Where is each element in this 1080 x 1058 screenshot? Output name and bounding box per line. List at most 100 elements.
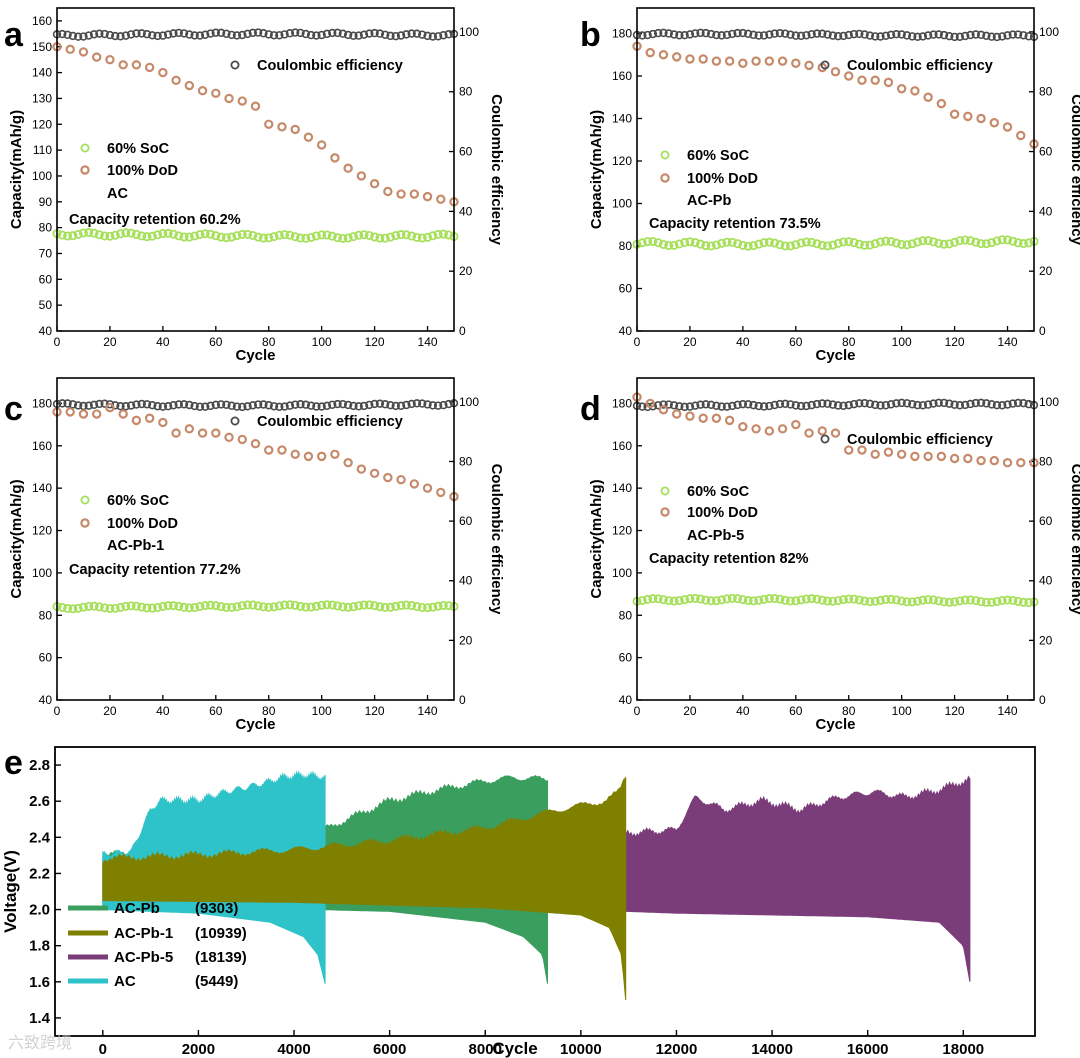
soc-point — [796, 595, 806, 605]
soc-point — [301, 233, 311, 243]
soc-point — [142, 603, 152, 613]
dod-point — [830, 428, 841, 438]
soc-point — [849, 594, 859, 604]
ce-point — [201, 30, 210, 39]
ce-point — [833, 32, 843, 41]
x-tick-label: 100 — [892, 704, 912, 718]
soc-point — [976, 239, 986, 249]
dod-point — [118, 409, 128, 419]
soc-point — [971, 237, 981, 247]
soc-point — [206, 229, 216, 239]
x-tick-label: 120 — [945, 704, 965, 718]
soc-point — [648, 236, 658, 246]
dod-point — [264, 445, 274, 455]
plot-frame — [636, 7, 1035, 332]
soc-point — [375, 602, 385, 612]
panel-label: e — [4, 744, 23, 782]
ce-point — [1008, 30, 1018, 39]
soc-point — [68, 231, 78, 241]
ce-point — [232, 31, 242, 40]
x-tick-label: 20 — [103, 704, 117, 718]
ce-point — [754, 31, 763, 40]
soc-point — [913, 596, 923, 606]
soc-point — [786, 596, 796, 606]
ce-point — [833, 401, 843, 410]
soc-point — [110, 230, 120, 240]
ce-point — [439, 31, 448, 40]
ce-point — [638, 31, 647, 40]
soc-point — [701, 241, 711, 251]
ce-point — [174, 28, 183, 38]
dod-point — [844, 71, 854, 81]
soc-point — [955, 236, 965, 246]
ce-point — [439, 400, 448, 410]
soc-point — [764, 237, 774, 247]
soc-point — [658, 595, 668, 605]
y2-axis-label: Coulombic efficiency — [1068, 464, 1080, 616]
dod-point — [791, 58, 801, 68]
soc-point — [812, 239, 822, 249]
dod-point — [369, 468, 380, 479]
ce-point — [148, 31, 157, 40]
soc-point — [168, 229, 178, 239]
dod-point — [105, 402, 115, 413]
dod-point — [804, 60, 814, 71]
soc-point — [163, 601, 173, 611]
soc-point — [264, 233, 274, 243]
ce-point — [195, 31, 205, 40]
y2-tick-label: 100 — [459, 25, 479, 39]
ce-point — [759, 31, 769, 40]
soc-point — [243, 600, 253, 610]
ce-point — [105, 400, 115, 409]
ce-point — [844, 30, 853, 40]
ce-point — [380, 30, 390, 39]
panel-b: b 0 20 40 60 80 100 120 140 40 60 80 100 120 140 160 180… — [580, 7, 1080, 364]
soc-point — [865, 597, 875, 607]
ce-point — [169, 29, 178, 38]
soc-point — [206, 600, 216, 610]
soc-point — [997, 595, 1007, 605]
soc-point — [648, 594, 658, 604]
soc-point — [412, 602, 422, 612]
ce-point — [444, 30, 453, 39]
y-tick-label: 50 — [39, 298, 53, 312]
ce-point — [712, 401, 721, 410]
y-tick-label: 160 — [32, 439, 52, 453]
soc-point — [701, 595, 711, 605]
ce-point — [211, 28, 221, 37]
soc-point — [301, 602, 311, 612]
dod-point — [250, 438, 261, 449]
dod-point — [685, 411, 695, 421]
y2-tick-label: 0 — [459, 324, 466, 338]
ce-point — [791, 31, 800, 40]
voltage-band-ac-pb-1 — [102, 776, 627, 1000]
soc-point — [944, 597, 954, 607]
legend-ce-label: Coulombic efficiency — [257, 58, 403, 74]
soc-point — [163, 228, 173, 238]
ce-point — [63, 399, 72, 408]
y2-tick-label: 60 — [1039, 145, 1053, 159]
ce-point — [765, 401, 774, 411]
soc-point — [854, 239, 864, 249]
ce-point — [712, 30, 721, 40]
y2-tick-label: 40 — [1039, 204, 1053, 218]
soc-point — [438, 229, 448, 239]
dod-point — [923, 451, 933, 462]
soc-point — [844, 237, 854, 247]
ce-point — [105, 30, 115, 40]
ce-point — [185, 30, 194, 39]
soc-point — [407, 231, 417, 241]
ce-point — [998, 401, 1007, 410]
x-tick-label: 80 — [842, 704, 856, 718]
y-tick-label: 60 — [619, 282, 633, 296]
ce-point — [897, 30, 906, 39]
ce-point — [781, 29, 790, 38]
dod-point — [830, 67, 841, 77]
ce-point — [396, 31, 406, 40]
ce-point — [375, 29, 385, 38]
soc-point — [754, 239, 764, 249]
ce-point — [781, 399, 790, 409]
ce-point — [100, 29, 109, 39]
soc-point — [907, 597, 917, 607]
ce-point — [982, 31, 991, 40]
